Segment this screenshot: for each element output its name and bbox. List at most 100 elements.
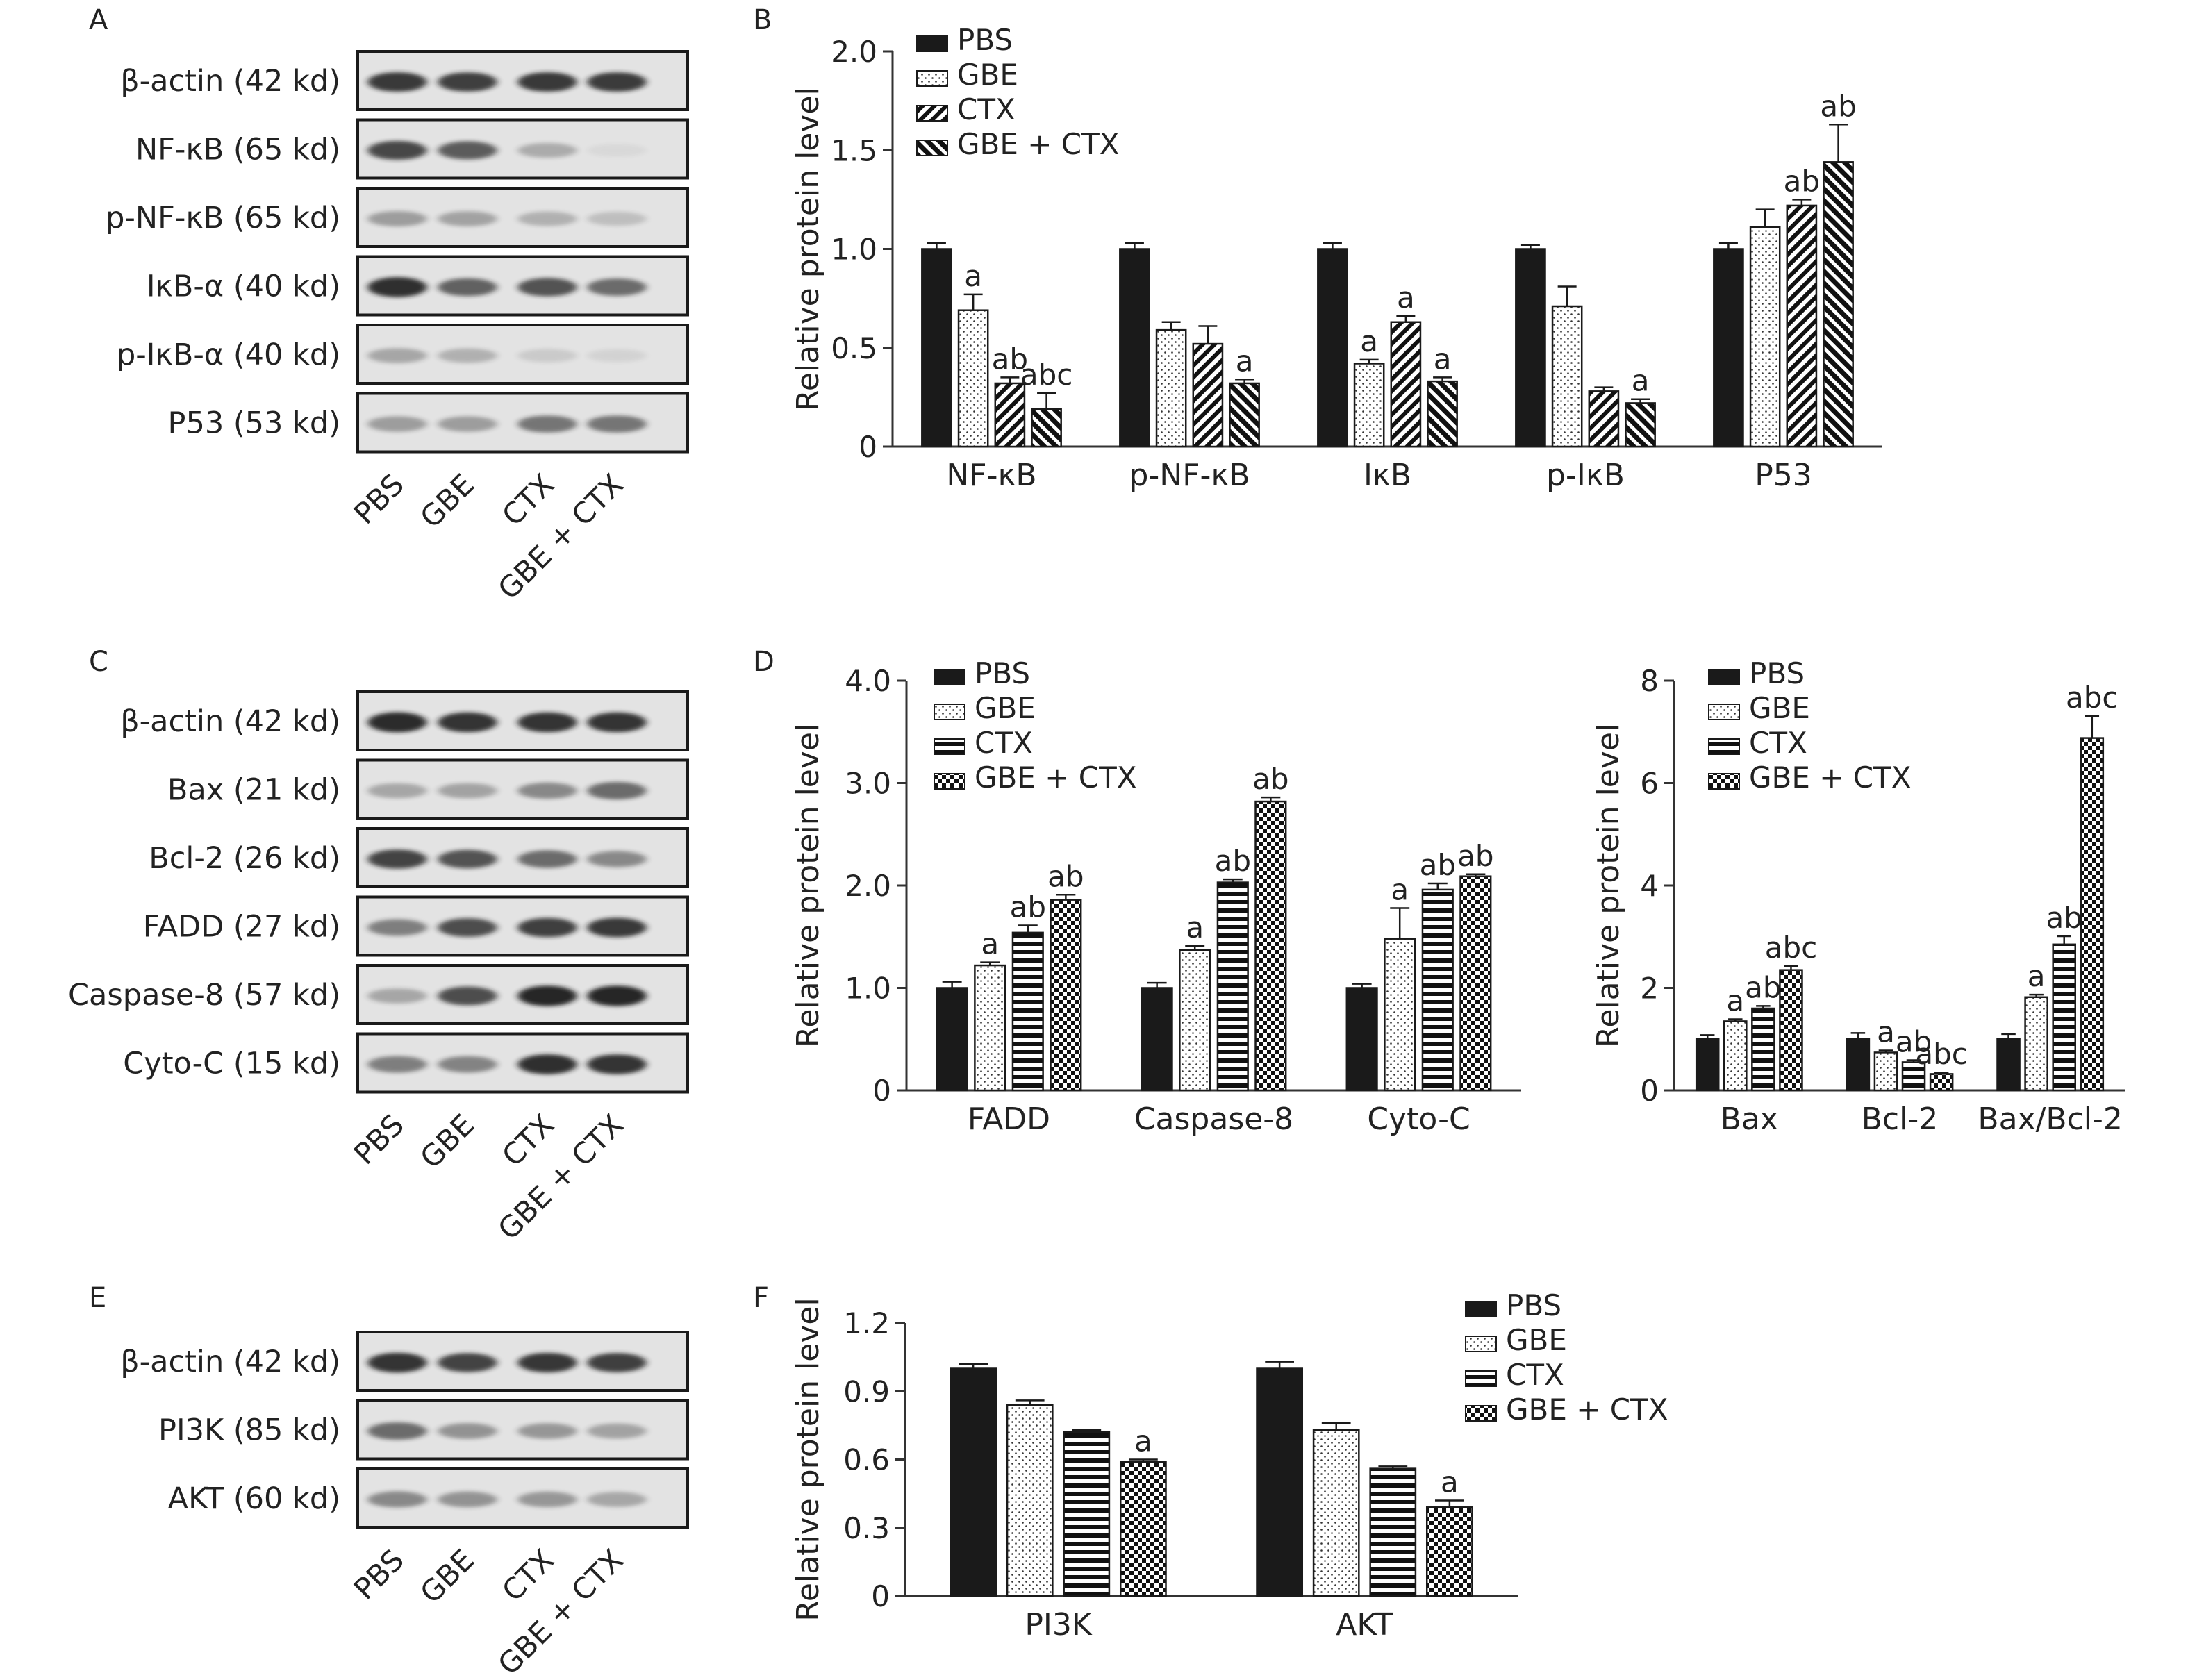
significance-label: a — [964, 259, 982, 293]
blot-row-fadd-27-kd: FADD (27 kd) — [143, 895, 689, 957]
bar-pi3k-pbs — [950, 1363, 997, 1597]
bar-pi3k-gbe-ctx: a — [1119, 1424, 1167, 1597]
blot-row-nf-b-65-kd: NF-κB (65 kd) — [135, 118, 689, 180]
bar-i-b-pbs — [1317, 242, 1348, 448]
lane-label-gbe-ctx: GBE + CTX — [491, 467, 630, 606]
legend-swatch-ctx — [1465, 1370, 1497, 1387]
significance-label: a — [1391, 872, 1409, 906]
blot-band — [587, 985, 647, 1006]
blot-band — [367, 348, 427, 363]
legend-entry-ctx: CTX — [957, 92, 1016, 126]
blot-row-actin-42-kd: β-actin (42 kd) — [120, 50, 689, 111]
lane-label-pbs: PBS — [347, 1542, 411, 1606]
panel-letter-e: E — [89, 1282, 106, 1314]
y-tick-label: 0.5 — [831, 331, 877, 365]
y-tick-label: 3.0 — [845, 767, 891, 801]
legend-entry-gbe-ctx: GBE + CTX — [1506, 1392, 1668, 1427]
blot-band — [517, 850, 577, 868]
x-category-label-p-i-b: p-IκB — [1546, 458, 1625, 493]
significance-label: a — [981, 927, 999, 961]
bar-nf-b-pbs — [921, 242, 952, 448]
legend-swatch-ctx — [1708, 738, 1740, 755]
blot-band — [367, 919, 427, 936]
bar-rect — [1695, 1038, 1720, 1092]
y-tick-label: 0.3 — [843, 1511, 890, 1545]
legend-swatch-ctx — [934, 738, 965, 755]
legend-entry-ctx: CTX — [1506, 1358, 1564, 1392]
lane-label-gbe-ctx: GBE + CTX — [491, 1108, 630, 1247]
bar-rect — [1786, 204, 1818, 448]
y-axis-title: Relative protein level — [790, 87, 826, 410]
bar-rect — [1873, 1051, 1898, 1092]
bar-rect — [936, 987, 968, 1092]
significance-label: a — [1441, 1465, 1459, 1499]
legend-swatch-gbe-ctx — [1465, 1405, 1497, 1422]
bar-rect — [1625, 402, 1656, 448]
bar-bax-pbs — [1695, 1034, 1720, 1092]
bar-p-i-b-gbe — [1551, 285, 1583, 448]
bar-bax-bcl-2-gbe: a — [2024, 959, 2048, 1092]
blot-band — [367, 1491, 427, 1508]
x-category-label-p-nf-b: p-NF-κB — [1129, 458, 1250, 493]
bar-fadd-pbs — [936, 981, 968, 1092]
bar-caspase-8-gbe: a — [1179, 910, 1211, 1092]
y-tick-label: 0 — [872, 1074, 891, 1108]
bar-p53-gbe-ctx: ab — [1820, 89, 1857, 448]
blot-band — [367, 712, 427, 733]
significance-label: ab — [1215, 844, 1251, 878]
blot-band — [587, 712, 647, 733]
y-tick-label: 0.9 — [843, 1374, 890, 1408]
bar-rect — [1050, 899, 1082, 1092]
legend-swatch-gbe — [1465, 1336, 1497, 1352]
bar-rect — [1006, 1404, 1054, 1597]
blot-band — [587, 72, 647, 92]
significance-label: a — [1360, 324, 1378, 358]
blot-row-label: FADD (27 kd) — [143, 910, 340, 945]
blot-row-pi3k-85-kd: PI3K (85 kd) — [158, 1399, 689, 1461]
significance-label: ab — [1784, 164, 1820, 198]
y-tick-label: 1.0 — [845, 972, 891, 1006]
bar-bax-gbe-ctx: abc — [1765, 931, 1817, 1092]
blot-band — [517, 349, 577, 363]
bar-rect — [1390, 321, 1422, 448]
bar-rect — [1459, 875, 1492, 1092]
lane-label-gbe-ctx: GBE + CTX — [491, 1542, 630, 1680]
bar-p53-ctx: ab — [1784, 164, 1820, 448]
bar-rect — [1155, 328, 1187, 448]
blot-band — [587, 851, 647, 867]
significance-label: ab — [1252, 762, 1288, 796]
legend-swatch-pbs — [1708, 669, 1740, 685]
blot-row-p-nf-b-65-kd: p-NF-κB (65 kd) — [106, 187, 689, 248]
y-tick-label: 1.5 — [831, 133, 877, 167]
bar-bcl-2-gbe: a — [1873, 1015, 1898, 1092]
blot-band — [438, 849, 497, 869]
blot-band — [587, 415, 647, 433]
blot-row-label: AKT (60 kd) — [168, 1481, 340, 1516]
legend-entry-gbe-ctx: GBE + CTX — [957, 127, 1120, 161]
blot-row-label: p-IκB-α (40 kd) — [117, 338, 340, 372]
bar-p-i-b-gbe-ctx: a — [1625, 364, 1656, 448]
bar-akt-gbe-ctx: a — [1425, 1465, 1473, 1597]
legend-swatch-pbs — [1465, 1301, 1497, 1317]
blot-row-label: PI3K (85 kd) — [158, 1413, 340, 1448]
significance-label: ab — [1896, 1024, 1932, 1058]
blot-band — [438, 348, 497, 363]
bar-nf-b-ctx: ab — [992, 342, 1028, 448]
blot-band — [517, 415, 577, 433]
legend-entry-gbe: GBE — [957, 58, 1018, 92]
blot-row-label: NF-κB (65 kd) — [135, 133, 340, 167]
bar-rect — [1312, 1429, 1360, 1597]
bar-p53-gbe — [1749, 208, 1781, 448]
blot-row-label: Bax (21 kd) — [167, 773, 340, 808]
blot-band — [367, 277, 427, 297]
blot-band — [438, 278, 497, 297]
significance-label: a — [1186, 910, 1204, 945]
significance-label: a — [1397, 281, 1415, 315]
blot-band — [517, 782, 577, 799]
bar-bax-bcl-2-gbe-ctx: abc — [2066, 681, 2119, 1092]
bar-rect — [1141, 987, 1173, 1092]
significance-label: abc — [1915, 1037, 1968, 1071]
